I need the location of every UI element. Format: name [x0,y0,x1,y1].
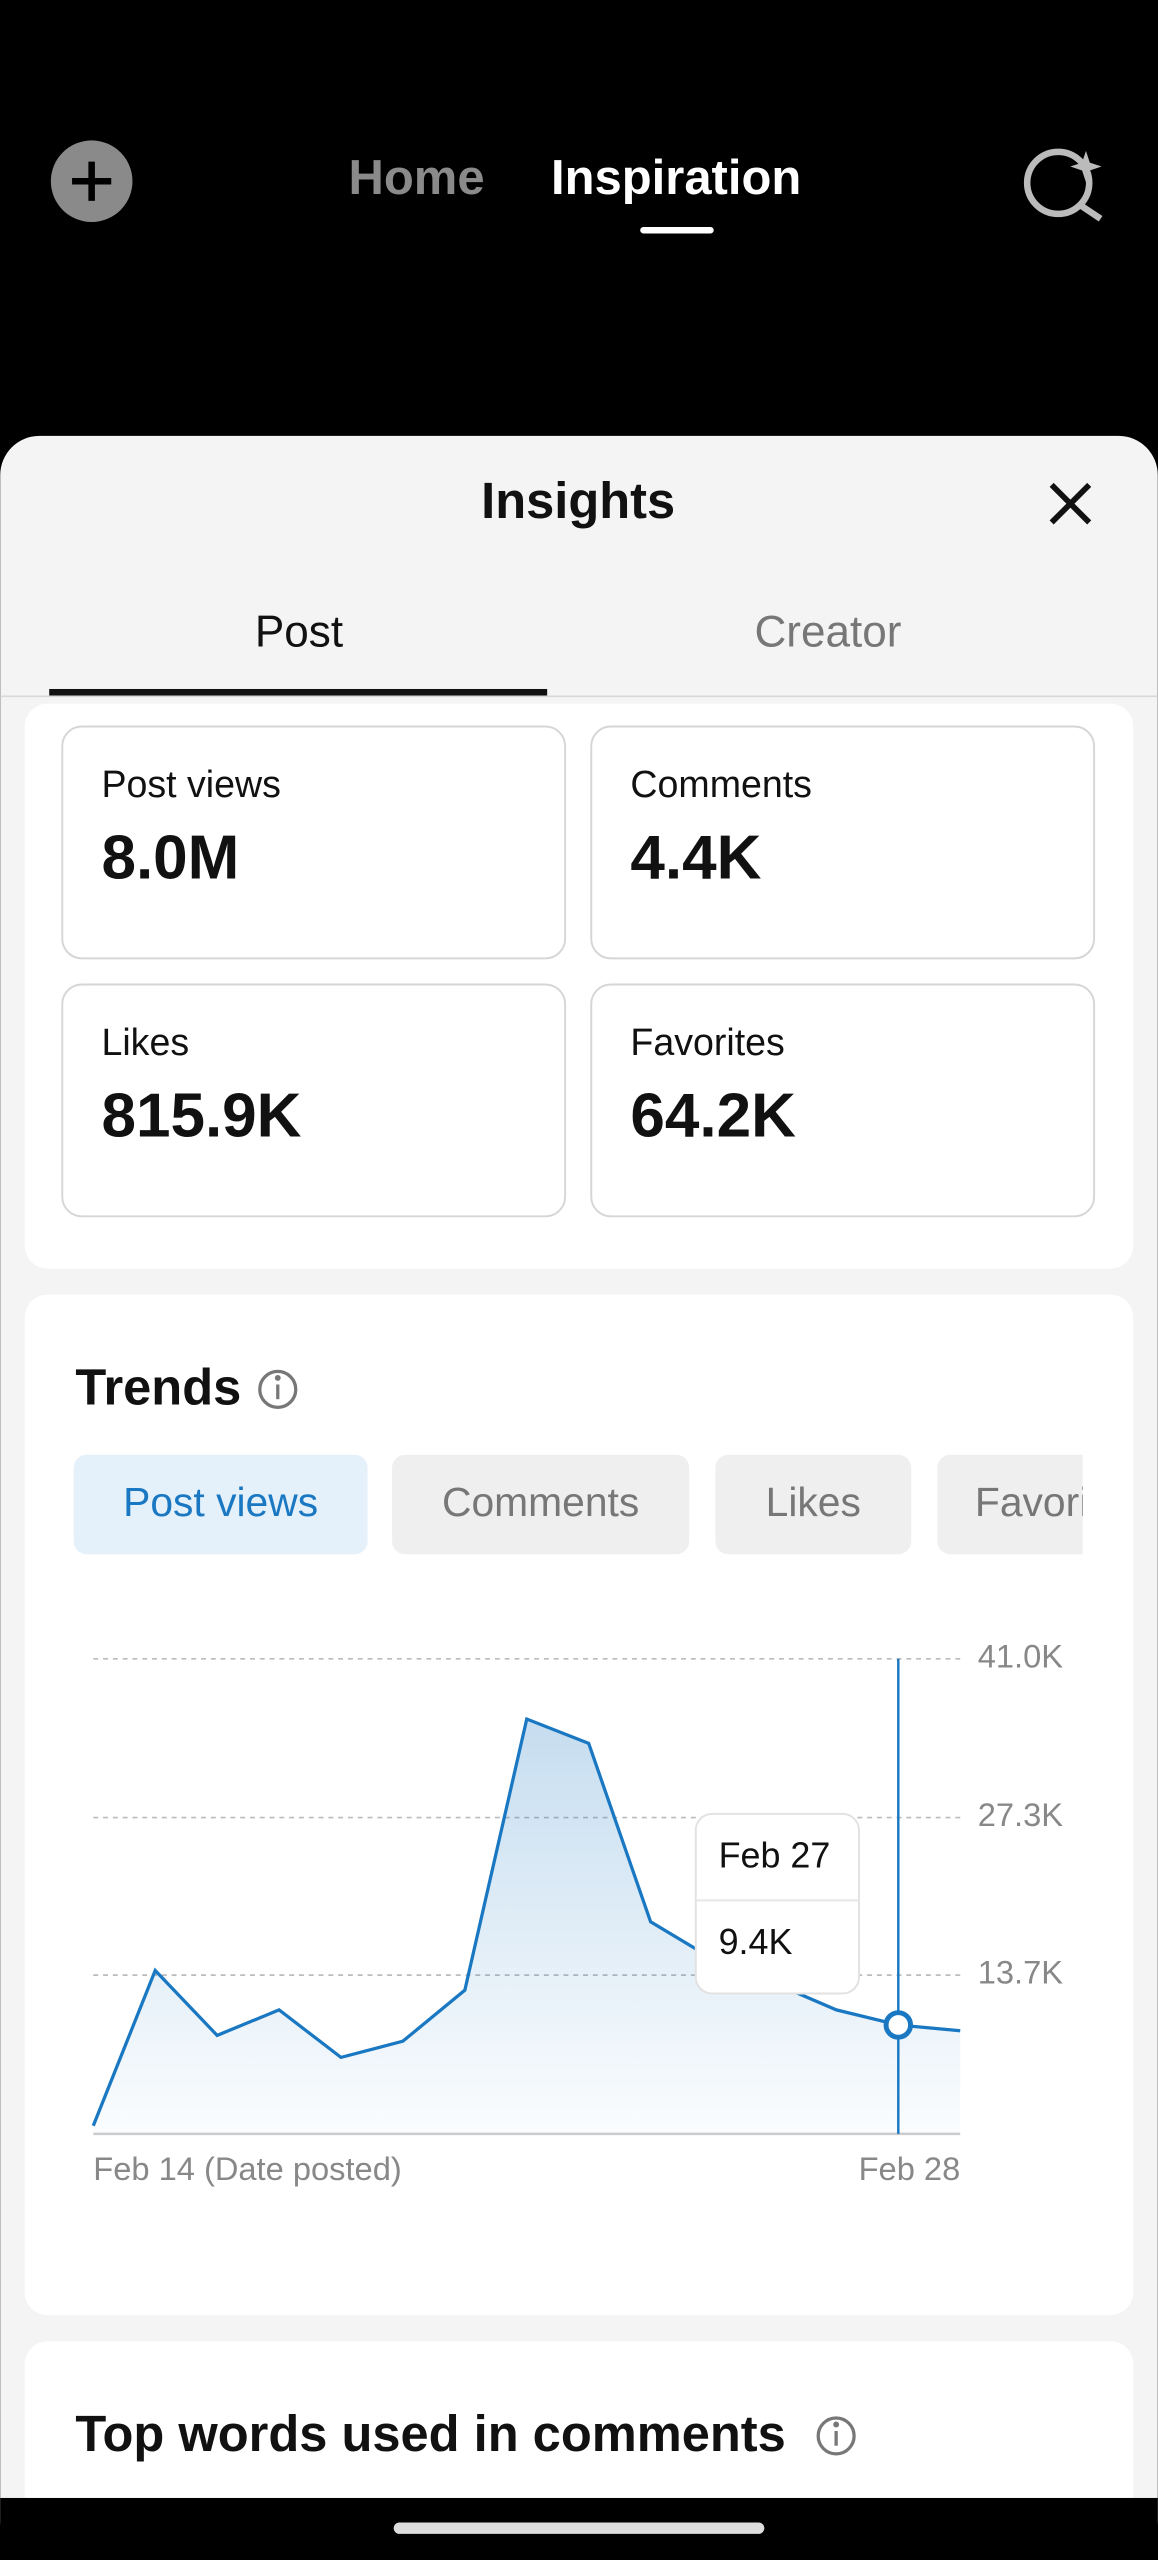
tab-divider [0,695,1158,698]
sheet-title: Insights [481,472,675,529]
metric-label: Post views [101,763,280,805]
y-tick-label: 27.3K [978,1796,1064,1833]
add-button[interactable] [50,140,133,223]
home-tab[interactable]: Home [349,151,485,205]
trend-line [91,1716,961,2127]
x-tick-label: Feb 28 [859,2150,961,2187]
metric-card [61,725,567,960]
metric-value: 815.9K [101,1081,301,1150]
metric-label: Likes [101,1021,189,1063]
metric-card [61,983,567,1218]
search-button[interactable] [1023,148,1103,222]
chip-label: Post views [123,1479,318,1525]
trends-title: Trends [75,1358,241,1415]
y-tick-label: 13.7K [978,1954,1064,1991]
chip-label: Likes [766,1479,861,1525]
highlight-point [883,2010,913,2040]
metric-chip[interactable] [73,1454,368,1555]
tooltip-value: 9.4K [719,1921,793,1962]
metric-value: 4.4K [630,823,761,892]
metric-card [590,725,1096,960]
trend-area [93,1719,961,2134]
tab-underline [49,688,548,696]
creator-tab[interactable]: Creator [754,608,901,657]
post-tab[interactable]: Post [255,608,343,657]
tooltip-date: Feb 27 [719,1834,831,1875]
info-icon[interactable] [816,2416,856,2456]
tooltip [694,1812,860,1995]
chip-label: Favorites [975,1479,1143,1525]
metric-chip[interactable] [715,1454,912,1555]
y-tick-label: 41.0K [978,1637,1064,1674]
metric-chip[interactable] [937,1454,1158,1555]
x-tick-label: Feb 14 (Date posted) [93,2150,401,2187]
metric-value: 8.0M [101,823,239,892]
home-indicator [393,2522,765,2534]
inspiration-tab[interactable]: Inspiration [551,151,801,205]
metric-chip[interactable] [392,1454,690,1555]
metric-card [590,983,1096,1218]
chip-label: Comments [442,1479,639,1525]
metric-label: Comments [630,763,812,805]
tab-indicator [640,226,714,234]
info-icon[interactable] [258,1369,298,1409]
close-button[interactable] [1049,482,1092,525]
top-words-title: Top words used in comments [75,2405,785,2462]
metric-label: Favorites [630,1021,784,1063]
metric-value: 64.2K [630,1081,796,1150]
